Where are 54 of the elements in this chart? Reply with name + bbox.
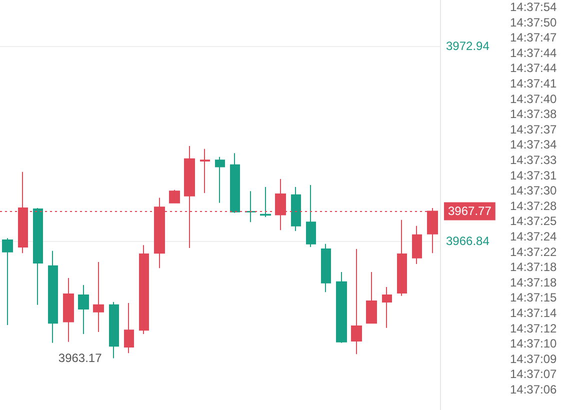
- text: 14:37:47: [510, 30, 558, 45]
- candlestick: [33, 208, 43, 306]
- annotation: 3963.17: [58, 351, 102, 366]
- text: 14:37:07: [510, 367, 558, 382]
- text: 14:37:14: [510, 306, 558, 320]
- text: 14:37:34: [510, 138, 558, 152]
- candlestick: [200, 148, 210, 194]
- y-tick-label: 3972.94: [446, 39, 490, 54]
- candlestick: [78, 284, 89, 334]
- text: 14:37:30: [510, 184, 558, 198]
- text: 14:37:10: [510, 336, 558, 351]
- text: 14:37:18: [510, 275, 558, 290]
- text: 14:37:31: [510, 168, 558, 182]
- candlestick: [291, 186, 301, 232]
- candlestick: [215, 156, 225, 204]
- candlestick: [230, 152, 240, 214]
- candlestick: [93, 262, 104, 333]
- candlestick: [382, 286, 392, 328]
- text: 14:37:22: [510, 244, 558, 259]
- candlestick: [124, 302, 134, 354]
- candlestick: [169, 189, 180, 204]
- text: 14:37:12: [510, 321, 558, 336]
- text: 14:37:25: [510, 214, 558, 228]
- text: 14:37:44: [510, 46, 558, 60]
- text: 14:37:37: [510, 122, 558, 136]
- candlestick: [48, 250, 58, 344]
- text: 14:37:50: [510, 15, 558, 30]
- text: 14:37:06: [510, 382, 558, 396]
- y-tick-label: 3966.84: [446, 234, 490, 248]
- candlestick: [139, 244, 149, 334]
- text: 14:37:41: [510, 76, 558, 90]
- text: 14:37:28: [510, 198, 558, 213]
- ref-line-label: 3967.77: [448, 204, 492, 218]
- candlestick: [2, 238, 13, 326]
- candlestick: [306, 184, 316, 248]
- candlestick: [336, 271, 347, 344]
- candlestick: [260, 186, 271, 218]
- text: 14:37:24: [510, 230, 558, 244]
- text: 14:37:33: [510, 153, 558, 167]
- text: 14:37:09: [510, 352, 558, 366]
- candlestick: [63, 278, 74, 342]
- text: 14:37:40: [510, 92, 558, 106]
- candlestick: [351, 248, 362, 355]
- text: 14:37:38: [510, 107, 558, 122]
- candlestick: [321, 243, 331, 293]
- candlestick: [109, 301, 119, 359]
- candlestick: [397, 219, 407, 296]
- text: 14:37:54: [510, 0, 558, 14]
- candlestick: [412, 225, 422, 264]
- candlestick: [245, 190, 256, 223]
- text: 14:37:18: [510, 260, 558, 274]
- text: 14:37:15: [510, 290, 558, 305]
- text: 14:37:44: [510, 61, 558, 76]
- candlestick: [366, 271, 377, 324]
